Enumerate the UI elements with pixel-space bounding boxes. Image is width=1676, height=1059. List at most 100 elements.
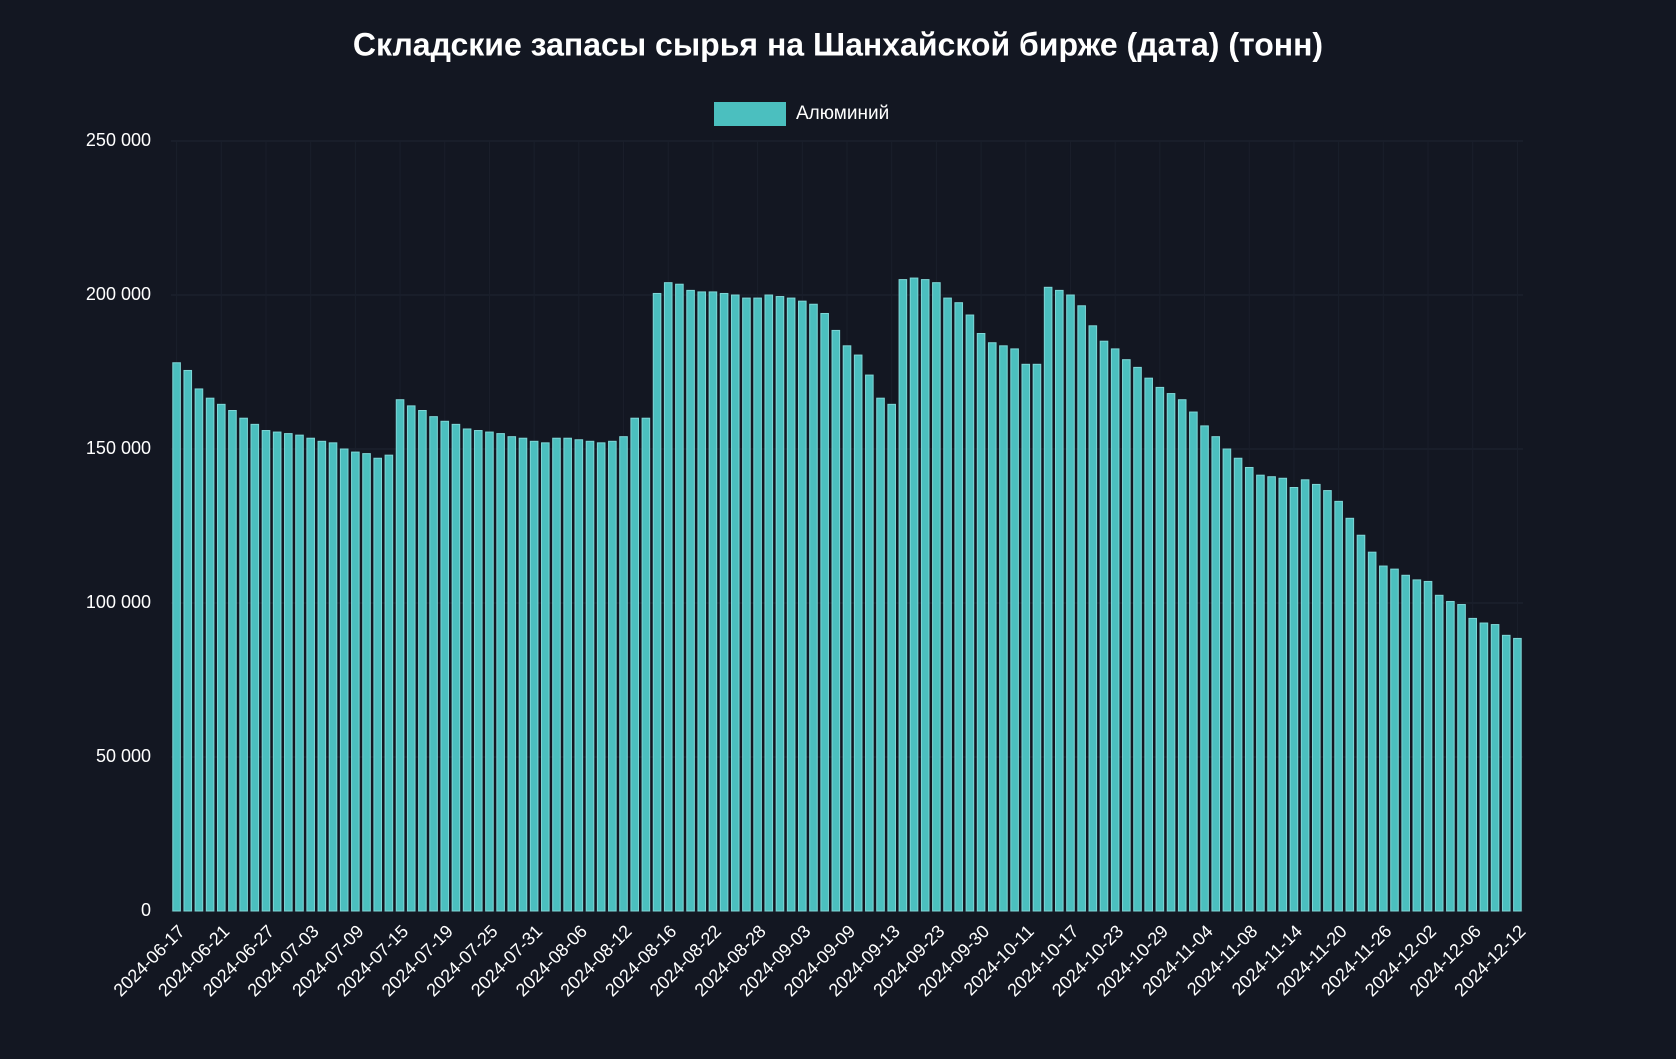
bar bbox=[1233, 457, 1243, 912]
bar bbox=[362, 453, 371, 912]
bar bbox=[1155, 386, 1165, 912]
bar bbox=[730, 294, 740, 912]
bar bbox=[887, 403, 896, 912]
bar bbox=[1278, 477, 1288, 912]
bar bbox=[831, 329, 841, 912]
bar bbox=[675, 283, 684, 912]
bar bbox=[1300, 479, 1310, 912]
bar bbox=[261, 430, 271, 912]
bar bbox=[842, 345, 852, 912]
bar bbox=[920, 279, 930, 912]
bar bbox=[596, 442, 606, 912]
bar bbox=[1412, 579, 1422, 912]
bar bbox=[1434, 594, 1444, 912]
bar bbox=[999, 345, 1008, 912]
bar bbox=[898, 279, 908, 912]
bar bbox=[786, 297, 796, 912]
bar bbox=[1133, 366, 1142, 912]
bar bbox=[418, 410, 427, 912]
bar bbox=[1244, 466, 1254, 912]
chart-title: Складские запасы сырья на Шанхайской бир… bbox=[353, 26, 1323, 62]
bar bbox=[865, 374, 874, 912]
bar bbox=[608, 440, 617, 912]
bar bbox=[317, 440, 327, 912]
bar bbox=[1513, 637, 1522, 912]
bar bbox=[809, 303, 818, 912]
y-tick-label: 100 000 bbox=[86, 592, 151, 612]
bar bbox=[183, 369, 193, 912]
bar bbox=[987, 342, 997, 912]
bar bbox=[172, 362, 181, 912]
bar bbox=[406, 405, 416, 912]
bar bbox=[697, 291, 707, 912]
bar bbox=[764, 294, 774, 912]
bar bbox=[395, 399, 405, 912]
bar bbox=[216, 403, 226, 912]
bar bbox=[1267, 476, 1276, 912]
bar bbox=[541, 442, 550, 912]
bar bbox=[1334, 500, 1343, 912]
bar bbox=[1010, 348, 1019, 912]
bar bbox=[529, 440, 539, 912]
bar bbox=[1479, 622, 1489, 912]
bar bbox=[954, 302, 964, 912]
bar bbox=[1468, 617, 1478, 912]
bar bbox=[1200, 425, 1209, 912]
bar bbox=[1166, 393, 1176, 912]
bar bbox=[205, 397, 215, 912]
bar bbox=[194, 388, 204, 912]
legend-label: Алюминий bbox=[796, 103, 889, 124]
bar bbox=[306, 437, 315, 912]
bar bbox=[496, 433, 505, 912]
bar bbox=[485, 431, 494, 912]
bar bbox=[976, 333, 986, 912]
bar bbox=[250, 423, 260, 912]
bar bbox=[1043, 286, 1053, 912]
bar bbox=[339, 448, 349, 912]
bar bbox=[965, 314, 975, 912]
bar bbox=[686, 289, 695, 912]
bar bbox=[1211, 436, 1221, 912]
bar bbox=[1311, 483, 1321, 912]
y-tick-label: 50 000 bbox=[96, 746, 151, 766]
bar bbox=[1379, 565, 1388, 912]
y-tick-label: 150 000 bbox=[86, 438, 151, 458]
bar bbox=[462, 428, 472, 912]
bar bbox=[451, 423, 461, 912]
bar bbox=[820, 312, 829, 912]
bar bbox=[652, 292, 662, 912]
bar bbox=[295, 434, 304, 912]
bar bbox=[742, 297, 751, 912]
bar bbox=[373, 457, 383, 912]
bar bbox=[1390, 568, 1399, 912]
bar bbox=[798, 300, 807, 912]
bar bbox=[1144, 377, 1153, 912]
bar bbox=[272, 431, 282, 912]
bar bbox=[1088, 325, 1098, 912]
bar bbox=[429, 416, 438, 912]
bar bbox=[1054, 289, 1064, 912]
bar bbox=[1122, 359, 1131, 912]
bar bbox=[384, 454, 394, 912]
bar bbox=[1345, 517, 1355, 912]
y-tick-label: 200 000 bbox=[86, 284, 151, 304]
bar bbox=[1490, 624, 1500, 912]
bar bbox=[909, 277, 919, 912]
bar bbox=[328, 442, 338, 912]
bar bbox=[1189, 411, 1198, 912]
bar bbox=[1222, 448, 1232, 912]
bar bbox=[1110, 348, 1120, 912]
bar bbox=[440, 420, 450, 912]
bar bbox=[753, 297, 762, 912]
bar bbox=[239, 417, 248, 912]
bar bbox=[853, 354, 863, 912]
bar bbox=[876, 397, 885, 912]
bar bbox=[932, 282, 941, 912]
bar bbox=[630, 417, 640, 912]
bar bbox=[1401, 574, 1410, 912]
y-tick-label: 250 000 bbox=[86, 130, 151, 150]
bar bbox=[563, 437, 572, 912]
bar bbox=[1446, 600, 1455, 912]
